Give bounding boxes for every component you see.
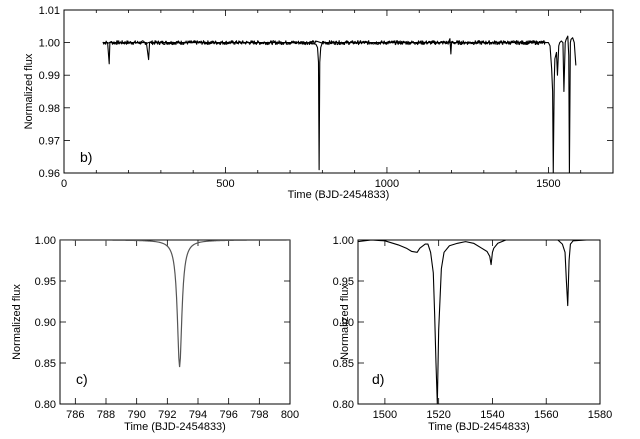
x-tick-label: 1000 bbox=[375, 178, 399, 190]
x-tick-label: 1500 bbox=[536, 178, 560, 190]
x-tick-label: 786 bbox=[66, 409, 84, 421]
panel-b: 0 500 1000 1500 0.96 0.97 0.98 0.99 1.00 1.01 Time… bbox=[23, 5, 614, 201]
x-tick-label: 1500 bbox=[373, 409, 397, 421]
x-tick-label: 1540 bbox=[480, 409, 504, 421]
y-tick-label: 0.97 bbox=[39, 135, 60, 147]
x-tick-label: 788 bbox=[97, 409, 115, 421]
x-tick-label: 500 bbox=[216, 178, 234, 190]
y-tick-label: 0.96 bbox=[39, 168, 60, 180]
panel-d: 1500 1520 1540 1560 1580 0.80 0.85 0.90 0.95 1.00… bbox=[333, 235, 613, 433]
flux-series-line bbox=[358, 240, 600, 404]
flux-noise-line bbox=[102, 40, 546, 46]
x-tick-label: 800 bbox=[281, 409, 299, 421]
y-tick-label: 0.85 bbox=[333, 358, 354, 370]
y-tick-label: 1.00 bbox=[333, 235, 354, 247]
x-axis-title: Time (BJD-2454833) bbox=[124, 421, 226, 433]
y-tick-label: 0.95 bbox=[333, 276, 354, 288]
y-tick-label: 0.80 bbox=[35, 399, 56, 411]
x-tick-label: 1580 bbox=[588, 409, 612, 421]
y-axis-title: Normalized flux bbox=[11, 284, 23, 360]
x-axis-title: Time (BJD-2454833) bbox=[428, 421, 530, 433]
y-tick-label: 1.01 bbox=[39, 5, 60, 17]
panel-label: d) bbox=[372, 371, 384, 387]
flux-series-line bbox=[60, 240, 290, 368]
y-tick-label: 1.00 bbox=[35, 235, 56, 247]
x-tick-label: 790 bbox=[127, 409, 145, 421]
x-tick-label: 798 bbox=[250, 409, 268, 421]
y-axis-title: Normalized flux bbox=[339, 284, 351, 360]
x-tick-label: 0 bbox=[61, 178, 67, 190]
flux-series-line bbox=[102, 35, 577, 173]
y-tick-label: 0.85 bbox=[35, 358, 56, 370]
panel-label: c) bbox=[76, 371, 88, 387]
plot-frame-d bbox=[357, 239, 601, 405]
x-axis-title: Time (BJD-2454833) bbox=[288, 189, 390, 201]
y-tick-label: 0.98 bbox=[39, 103, 60, 115]
y-tick-label: 0.95 bbox=[35, 276, 56, 288]
panel-c: 786 788 790 792 794 796 798 800 0.80 0.85 0.90 0.95… bbox=[11, 235, 299, 433]
x-tick-label: 1520 bbox=[426, 409, 450, 421]
x-tick-label: 1560 bbox=[534, 409, 558, 421]
panel-label: b) bbox=[80, 149, 92, 165]
y-axis-title: Normalized flux bbox=[23, 53, 35, 129]
y-tick-label: 0.99 bbox=[39, 70, 60, 82]
x-tick-label: 796 bbox=[219, 409, 237, 421]
y-tick-label: 0.90 bbox=[333, 317, 354, 329]
x-tick-label: 794 bbox=[189, 409, 207, 421]
y-tick-label: 0.90 bbox=[35, 317, 56, 329]
y-tick-label: 0.80 bbox=[333, 399, 354, 411]
y-tick-label: 1.00 bbox=[39, 38, 60, 50]
plot-frame-b bbox=[63, 9, 614, 174]
x-tick-label: 792 bbox=[158, 409, 176, 421]
plot-frame-c bbox=[59, 239, 291, 405]
